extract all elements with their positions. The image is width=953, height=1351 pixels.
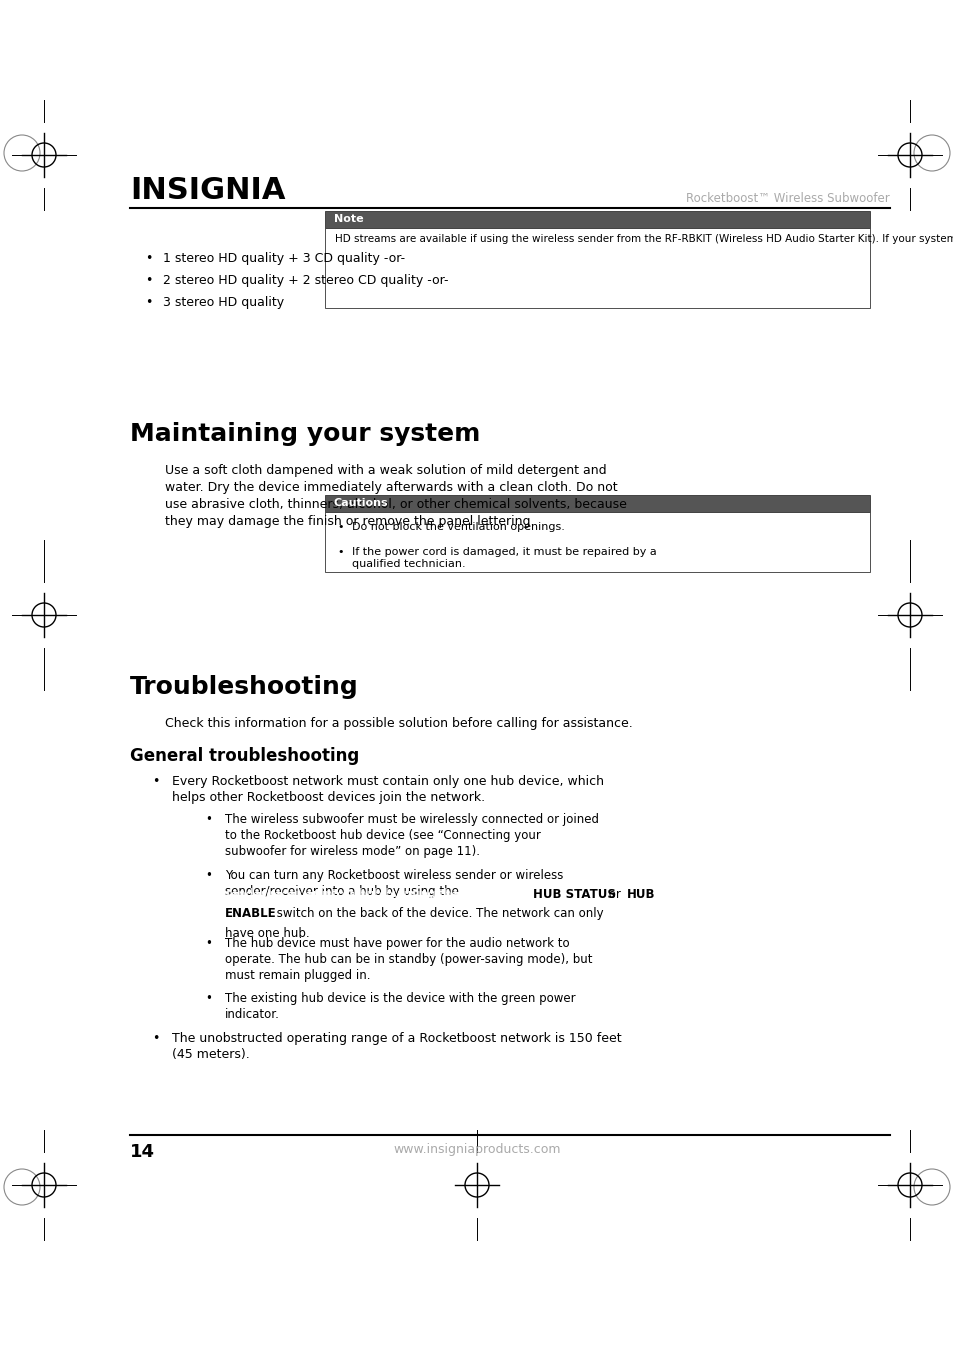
- Text: 14: 14: [130, 1143, 154, 1161]
- Text: •: •: [205, 938, 212, 950]
- Text: 3 stereo HD quality: 3 stereo HD quality: [163, 296, 284, 309]
- Text: Cautions: Cautions: [334, 499, 388, 508]
- Text: You can turn any Rocketboost wireless sender or wireless
sender/receiver into a : You can turn any Rocketboost wireless se…: [225, 869, 563, 898]
- Text: 2 stereo HD quality + 2 stereo CD quality -or-: 2 stereo HD quality + 2 stereo CD qualit…: [163, 274, 448, 286]
- Text: The hub device must have power for the audio network to
operate. The hub can be : The hub device must have power for the a…: [225, 938, 592, 982]
- FancyBboxPatch shape: [325, 228, 869, 308]
- Text: ENABLE: ENABLE: [225, 908, 276, 920]
- Text: Use a soft cloth dampened with a weak solution of mild detergent and
water. Dry : Use a soft cloth dampened with a weak so…: [165, 463, 626, 528]
- Text: •: •: [145, 253, 152, 265]
- Text: The wireless subwoofer must be wirelessly connected or joined
to the Rocketboost: The wireless subwoofer must be wirelessl…: [225, 813, 598, 858]
- Text: The existing hub device is the device with the green power
indicator.: The existing hub device is the device wi…: [225, 992, 575, 1021]
- Text: HUB STATUS: HUB STATUS: [533, 888, 616, 901]
- Text: HD streams are available if using the wireless sender from the RF-RBKIT (Wireles: HD streams are available if using the wi…: [335, 234, 953, 245]
- Text: Note: Note: [334, 215, 363, 224]
- Text: Check this information for a possible solution before calling for assistance.: Check this information for a possible so…: [165, 717, 632, 730]
- Text: sender/receiver into a hub by using the: sender/receiver into a hub by using the: [225, 888, 462, 901]
- Text: If the power cord is damaged, it must be repaired by a
qualified technician.: If the power cord is damaged, it must be…: [352, 547, 656, 569]
- Text: General troubleshooting: General troubleshooting: [130, 747, 359, 765]
- Text: •: •: [205, 813, 212, 825]
- Text: •: •: [205, 869, 212, 882]
- FancyBboxPatch shape: [325, 211, 869, 228]
- Text: Troubleshooting: Troubleshooting: [130, 676, 358, 698]
- Text: Rocketboost™ Wireless Subwoofer: Rocketboost™ Wireless Subwoofer: [685, 192, 889, 205]
- FancyBboxPatch shape: [325, 494, 869, 512]
- Text: •: •: [205, 992, 212, 1005]
- Text: or: or: [604, 888, 624, 901]
- FancyBboxPatch shape: [325, 512, 869, 571]
- Text: •: •: [152, 775, 159, 788]
- Text: •: •: [145, 296, 152, 309]
- Text: HUB: HUB: [626, 888, 655, 901]
- Text: switch on the back of the device. The network can only: switch on the back of the device. The ne…: [273, 908, 603, 920]
- Text: have one hub.: have one hub.: [225, 927, 310, 940]
- Text: Maintaining your system: Maintaining your system: [130, 422, 480, 446]
- Text: •: •: [152, 1032, 159, 1046]
- Text: www.insigniaproducts.com: www.insigniaproducts.com: [393, 1143, 560, 1156]
- Text: The unobstructed operating range of a Rocketboost network is 150 feet
(45 meters: The unobstructed operating range of a Ro…: [172, 1032, 621, 1061]
- Text: 1 stereo HD quality + 3 CD quality -or-: 1 stereo HD quality + 3 CD quality -or-: [163, 253, 405, 265]
- Text: •: •: [336, 547, 343, 557]
- Text: Every Rocketboost network must contain only one hub device, which
helps other Ro: Every Rocketboost network must contain o…: [172, 775, 603, 804]
- Text: INSIGNIA: INSIGNIA: [130, 176, 285, 205]
- Text: •: •: [145, 274, 152, 286]
- Text: Do not block the ventilation openings.: Do not block the ventilation openings.: [352, 521, 564, 532]
- Text: •: •: [336, 521, 343, 532]
